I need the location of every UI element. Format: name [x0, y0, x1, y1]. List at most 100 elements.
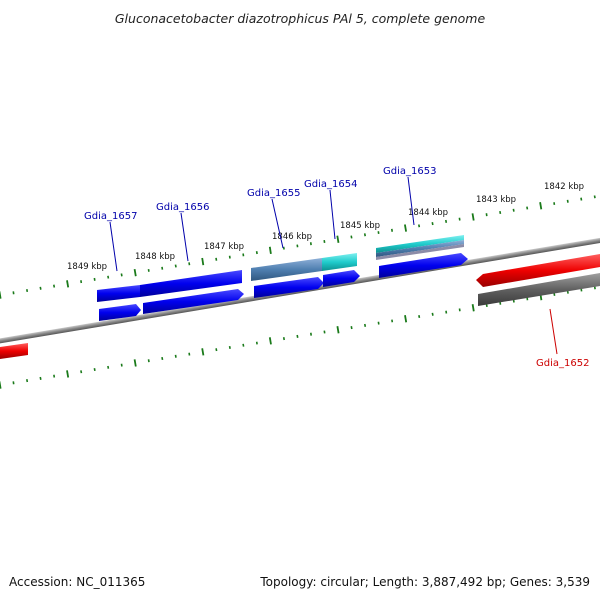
tick-label: 1848 kbp — [135, 252, 175, 262]
outer-minor-tick — [499, 210, 502, 215]
outer-minor-tick — [363, 233, 366, 237]
gene-feature-gdia-1656[interactable] — [140, 270, 242, 297]
outer-minor-tick — [188, 262, 191, 266]
outer-minor-tick — [26, 289, 29, 293]
inner-minor-tick — [174, 354, 177, 358]
outer-major-tick — [66, 280, 70, 288]
outer-minor-tick — [445, 219, 448, 223]
outer-minor-tick — [350, 235, 353, 239]
inner-major-tick — [268, 337, 272, 345]
gene-feature-gdia-1652[interactable] — [476, 254, 600, 287]
inner-minor-tick — [26, 379, 29, 383]
gene-feature-gdia-1656-lower[interactable] — [143, 289, 244, 314]
outer-major-tick — [133, 268, 137, 277]
leader-gdia-1654 — [329, 189, 336, 240]
gene-feature-gdia-1653-cyan[interactable] — [376, 235, 464, 253]
outer-major-tick — [336, 235, 340, 243]
inner-minor-tick — [242, 343, 245, 347]
inner-minor-tick — [350, 326, 353, 330]
inner-minor-tick — [431, 312, 434, 316]
outer-minor-tick — [53, 284, 56, 288]
inner-minor-tick — [107, 365, 110, 369]
outer-major-tick — [539, 202, 543, 210]
tick-label-group: 1849 kbp 1848 kbp 1847 kbp 1846 kbp 1845… — [67, 182, 584, 272]
inner-minor-tick — [282, 337, 285, 341]
inner-minor-tick — [93, 368, 96, 372]
inner-major-tick — [336, 326, 340, 334]
gene-feature-gdia-1653[interactable] — [379, 253, 468, 278]
outer-minor-tick — [566, 199, 569, 203]
gene-feature-gdia-1654[interactable] — [322, 253, 357, 271]
gene-features — [0, 235, 600, 359]
outer-major-tick — [404, 224, 407, 232]
map-title: Gluconacetobacter diazotrophicus PAl 5, … — [115, 11, 486, 26]
outer-minor-tick — [512, 208, 515, 212]
inner-minor-tick — [553, 292, 556, 296]
tick-label: 1845 kbp — [340, 221, 380, 231]
inner-major-tick — [404, 315, 408, 323]
inner-minor-tick — [39, 376, 42, 380]
gene-feature-gdia-1653-steel[interactable] — [376, 240, 464, 257]
inner-major-tick — [201, 348, 205, 356]
inner-major-tick — [0, 381, 2, 389]
tick-label: 1846 kbp — [272, 232, 312, 242]
gene-feature-gdia-1655-lower[interactable] — [254, 277, 324, 298]
leader-gdia-1657 — [109, 221, 118, 272]
gene-label-gdia-1657[interactable]: Gdia_1657 — [84, 211, 137, 222]
inner-minor-tick — [80, 370, 83, 374]
outer-minor-tick — [418, 224, 421, 228]
outer-minor-tick — [580, 197, 583, 201]
inner-minor-tick — [161, 356, 164, 361]
gene-label-gdia-1652[interactable]: Gdia_1652 — [536, 358, 589, 369]
inner-minor-tick — [418, 315, 421, 319]
outer-minor-tick — [120, 273, 123, 277]
tick-label: 1843 kbp — [476, 195, 516, 205]
outer-minor-tick — [39, 286, 42, 290]
gene-label-gdia-1653[interactable]: Gdia_1653 — [383, 166, 436, 177]
tick-label: 1849 kbp — [67, 262, 107, 272]
inner-major-tick — [66, 370, 70, 378]
outer-minor-tick — [174, 264, 177, 268]
gene-labels: Gdia_1657 Gdia_1656 Gdia_1655 Gdia_1654 … — [84, 166, 589, 369]
gene-label-gdia-1655[interactable]: Gdia_1655 — [247, 188, 300, 199]
inner-minor-tick — [228, 345, 231, 349]
inner-major-tick — [471, 304, 475, 312]
gene-feature-gdia-1652-grey[interactable] — [478, 273, 600, 306]
outer-minor-tick — [282, 246, 285, 250]
tick-label: 1847 kbp — [204, 242, 244, 252]
gene-label-gdia-1654[interactable]: Gdia_1654 — [304, 179, 357, 190]
outer-major-tick — [201, 257, 205, 266]
inner-minor-tick — [296, 334, 299, 338]
outer-minor-tick — [107, 275, 110, 279]
outer-minor-tick — [215, 257, 218, 261]
outer-major-tick — [268, 246, 272, 255]
inner-minor-tick — [147, 359, 150, 363]
leader-gdia-1656 — [180, 212, 189, 262]
tick-row-outer — [0, 195, 596, 299]
outer-major-tick — [471, 213, 475, 221]
tick-label: 1844 kbp — [408, 208, 448, 218]
gene-label-gdia-1656[interactable]: Gdia_1656 — [156, 202, 209, 213]
accession-text: Accession: NC_011365 — [9, 575, 145, 589]
outer-minor-tick — [255, 251, 258, 255]
gene-feature-gdia-1655[interactable] — [251, 258, 322, 281]
outer-minor-tick — [593, 195, 596, 199]
label-leaders — [109, 176, 558, 355]
gene-feature-gdia-1653-grey[interactable] — [376, 244, 464, 260]
genome-summary-text: Topology: circular; Length: 3,887,492 bp… — [259, 575, 590, 589]
outer-minor-tick — [526, 206, 529, 210]
leader-gdia-1653 — [407, 176, 415, 226]
outer-minor-tick — [431, 222, 434, 226]
leader-gdia-1652 — [549, 308, 558, 355]
gene-feature-gdia-1657[interactable] — [97, 285, 140, 302]
gene-feature-red-left[interactable] — [0, 343, 28, 359]
gene-feature-gdia-1654-lower[interactable] — [323, 270, 360, 287]
inner-minor-tick — [566, 290, 569, 294]
outer-major-tick — [0, 291, 2, 299]
inner-major-tick — [133, 359, 137, 367]
tick-label: 1842 kbp — [544, 182, 584, 192]
gene-feature-gdia-1657-lower[interactable] — [99, 304, 141, 321]
tick-row-inner — [0, 286, 596, 389]
leader-gdia-1655 — [271, 198, 284, 249]
